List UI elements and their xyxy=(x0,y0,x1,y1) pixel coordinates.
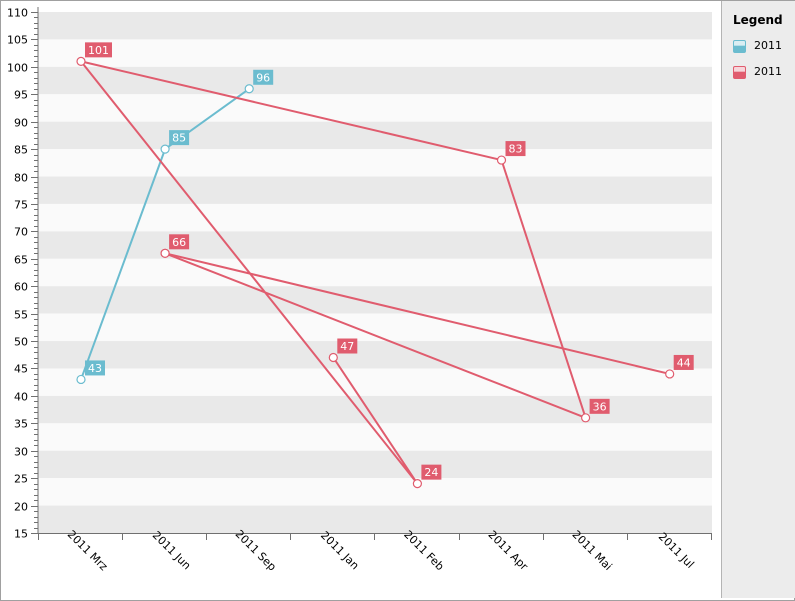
y-tick-label: 35 xyxy=(14,418,28,431)
data-point-marker xyxy=(244,84,254,94)
data-point-marker xyxy=(160,248,170,258)
data-label: 66 xyxy=(172,236,186,249)
y-tick-label: 45 xyxy=(14,363,28,376)
data-label-box xyxy=(589,398,610,414)
legend-title: Legend xyxy=(733,13,783,27)
chart-plot: 15 20 25 30 35 40 45 50 55 60 65 70 75 80 85 90 95 100 105… xyxy=(7,7,712,574)
data-label: 44 xyxy=(677,356,691,369)
data-label: 24 xyxy=(424,466,438,479)
grid-band xyxy=(38,423,712,451)
grid-band xyxy=(38,341,712,369)
grid-band xyxy=(38,286,712,314)
legend-label-red: 2011 xyxy=(754,65,782,78)
grid-band xyxy=(38,450,712,479)
x-tick-label: 2011 Mai xyxy=(570,528,615,573)
y-tick-label: 110 xyxy=(7,7,28,20)
x-tick-label: 2011 Jul xyxy=(656,530,697,571)
x-tick-label: 2011 Mrz xyxy=(65,528,111,574)
y-tick-label: 50 xyxy=(14,336,28,349)
y-tick-label: 60 xyxy=(14,281,28,294)
data-point-marker xyxy=(665,369,675,379)
data-label: 101 xyxy=(88,44,109,57)
grid-band xyxy=(38,203,712,232)
grid-band xyxy=(38,39,712,67)
x-tick-label: 2011 Apr xyxy=(486,528,531,573)
grid-band xyxy=(38,505,712,533)
data-label-box xyxy=(253,69,274,85)
grid-band xyxy=(38,258,712,287)
y-tick-label: 85 xyxy=(14,144,28,157)
data-point-marker xyxy=(76,374,86,385)
grid-band xyxy=(38,231,712,259)
legend-panel: Legend 2011 2011 xyxy=(721,1,795,598)
data-label-box xyxy=(169,130,190,146)
x-tick-label: 2011 Jun xyxy=(150,529,194,573)
y-tick-label: 95 xyxy=(14,89,28,102)
y-tick-label: 65 xyxy=(14,254,28,267)
y-tick-label: 105 xyxy=(7,34,28,47)
data-point-marker xyxy=(160,144,170,154)
data-label-box xyxy=(85,42,112,58)
y-tick-label: 70 xyxy=(14,226,28,239)
grid-band xyxy=(38,121,712,150)
legend-swatch-red xyxy=(733,66,746,79)
data-point-marker xyxy=(412,479,422,489)
data-point-marker xyxy=(496,155,507,165)
y-tick-label: 25 xyxy=(14,473,28,486)
data-point-marker xyxy=(76,56,86,66)
data-label: 36 xyxy=(593,400,607,413)
data-label: 43 xyxy=(88,362,102,375)
y-tick-label: 100 xyxy=(7,62,28,75)
data-label: 83 xyxy=(509,143,523,156)
data-label-box xyxy=(337,338,358,354)
grid-band xyxy=(38,176,712,204)
y-tick-label: 40 xyxy=(14,391,28,404)
data-point-marker xyxy=(580,413,591,423)
grid-band xyxy=(38,149,712,177)
y-tick-label: 15 xyxy=(14,528,28,541)
grid-band xyxy=(38,313,712,342)
data-label: 47 xyxy=(340,340,354,353)
data-label-box xyxy=(85,360,105,376)
x-tick-label: 2011 Sep xyxy=(233,527,279,573)
data-label: 96 xyxy=(256,71,270,84)
x-tick-label: 2011 Feb xyxy=(401,528,446,573)
legend-swatch-blue xyxy=(733,40,746,53)
data-point-marker xyxy=(328,352,338,363)
data-label-box xyxy=(505,141,526,157)
data-label: 85 xyxy=(172,132,186,145)
grid-band xyxy=(38,12,712,40)
grid-band xyxy=(38,368,712,396)
data-label-box xyxy=(169,234,190,250)
y-tick-label: 80 xyxy=(14,172,28,185)
grid-band xyxy=(38,66,712,95)
grid-band xyxy=(38,94,712,122)
x-tick-label: 2011 Jan xyxy=(318,529,361,572)
data-label-box xyxy=(673,354,694,370)
series-line-red-2 xyxy=(80,60,587,485)
y-tick-label: 75 xyxy=(14,199,28,212)
y-tick-label: 90 xyxy=(14,117,28,130)
y-tick-label: 30 xyxy=(14,446,28,459)
y-tick-label: 20 xyxy=(14,501,28,514)
data-label-box xyxy=(421,464,442,480)
grid-band xyxy=(38,478,712,506)
legend-label-blue: 2011 xyxy=(754,39,782,52)
y-tick-label: 55 xyxy=(14,309,28,322)
